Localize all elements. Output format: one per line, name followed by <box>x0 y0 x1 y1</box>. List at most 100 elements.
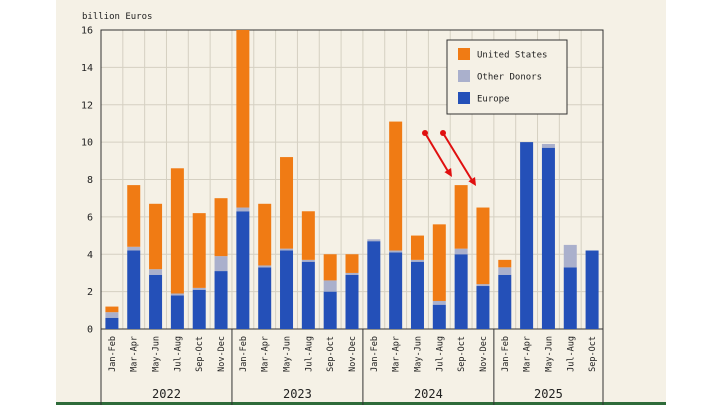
x-tick-label: Jan-Feb <box>370 336 380 372</box>
bar-other-donors <box>410 259 424 262</box>
bar-other-donors <box>258 265 272 268</box>
x-tick-label: Sep-Oct <box>195 336 205 372</box>
y-tick-label: 0 <box>87 325 93 336</box>
x-ticks: Jan-Feb Mar-Apr May-Jun Jul-Aug Sep-Oct Nov-D… <box>108 336 598 372</box>
x-tick-label: Nov-Dec <box>348 336 358 372</box>
legend-swatch <box>458 48 470 60</box>
bar-united-states <box>149 203 163 270</box>
bar-united-states <box>432 224 446 301</box>
bar-other-donors <box>454 248 468 255</box>
bar-europe <box>520 142 534 329</box>
x-tick-label: Nov-Dec <box>479 336 489 372</box>
bar-other-donors <box>170 293 184 296</box>
bar-united-states <box>258 203 272 266</box>
x-tick-label: Jul-Aug <box>566 336 576 372</box>
bar-europe <box>498 274 512 329</box>
y-tick-label: 10 <box>81 138 93 149</box>
legend-swatch <box>458 92 470 104</box>
bar-europe <box>236 211 250 329</box>
y-tick-label: 4 <box>87 250 93 261</box>
bar-united-states <box>192 213 206 288</box>
bar-europe <box>367 241 381 329</box>
bar-other-donors <box>367 239 381 242</box>
arrow-head <box>468 177 476 186</box>
bar-other-donors <box>345 272 359 275</box>
bar-united-states <box>127 185 141 247</box>
bar-other-donors <box>236 207 250 212</box>
bar-europe <box>563 267 577 329</box>
bar-europe <box>585 250 599 329</box>
bar-united-states <box>323 254 337 281</box>
legend-label: Other Donors <box>477 73 542 83</box>
x-tick-label: May-Jun <box>283 336 293 372</box>
bar-other-donors <box>389 250 403 253</box>
bar-united-states <box>410 235 424 260</box>
bar-other-donors <box>563 244 577 268</box>
y-ticks: 0 2 4 6 8 10 12 14 16 <box>81 26 93 336</box>
bar-united-states <box>301 211 315 260</box>
bar-europe <box>258 267 272 329</box>
arrow-shaft <box>424 132 450 174</box>
x-tick-label: Jul-Aug <box>173 336 183 372</box>
y-tick-label: 16 <box>81 26 93 37</box>
bar-europe <box>454 254 468 329</box>
legend-label: United States <box>477 51 547 61</box>
bar-other-donors <box>541 143 555 148</box>
bar-other-donors <box>498 267 512 275</box>
x-tick-label: May-Jun <box>413 336 423 372</box>
arrow-shaft <box>442 132 474 183</box>
bar-united-states <box>454 185 468 249</box>
x-tick-label: Sep-Oct <box>457 336 467 372</box>
bottom-strip <box>56 402 666 405</box>
bar-other-donors <box>214 256 228 272</box>
bar-other-donors <box>192 287 206 290</box>
y-tick-label: 12 <box>81 100 93 111</box>
legend-swatch <box>458 70 470 82</box>
bar-other-donors <box>301 259 315 262</box>
bar-other-donors <box>280 248 294 251</box>
bar-other-donors <box>105 312 119 318</box>
bar-other-donors <box>323 280 337 292</box>
year-label: 2022 <box>152 387 181 401</box>
bar-europe <box>301 261 315 329</box>
year-label: 2025 <box>534 387 563 401</box>
bar-united-states <box>170 168 184 294</box>
bar-other-donors <box>127 246 141 251</box>
bar-europe <box>410 261 424 329</box>
bar-other-donors <box>476 284 490 287</box>
annotation-arrows <box>422 130 476 186</box>
x-tick-label: Jul-Aug <box>304 336 314 372</box>
bar-europe <box>476 286 490 329</box>
year-label: 2023 <box>283 387 312 401</box>
bar-united-states <box>214 198 228 257</box>
bar-europe <box>389 252 403 329</box>
legend-label: Europe <box>477 95 510 105</box>
x-tick-label: Jan-Feb <box>108 336 118 372</box>
y-axis-label: billion Euros <box>82 12 152 22</box>
bar-united-states <box>236 30 250 208</box>
x-tick-label: Nov-Dec <box>217 336 227 372</box>
bar-united-states <box>476 207 490 285</box>
bar-europe <box>541 147 555 329</box>
x-tick-label: May-Jun <box>152 336 162 372</box>
y-tick-label: 2 <box>87 287 93 298</box>
x-tick-label: Mar-Apr <box>392 336 402 372</box>
bar-united-states <box>345 254 359 273</box>
year-labels: 2022 2023 2024 2025 <box>100 329 604 405</box>
year-label: 2024 <box>414 387 443 401</box>
bar-europe <box>280 250 294 329</box>
bar-europe <box>192 289 206 329</box>
bar-united-states <box>105 306 119 313</box>
x-tick-label: Mar-Apr <box>523 336 533 372</box>
x-tick-label: Jul-Aug <box>435 336 445 372</box>
bar-europe <box>345 274 359 329</box>
y-tick-label: 6 <box>87 212 93 223</box>
y-tick-label: 14 <box>81 63 93 74</box>
bar-other-donors <box>432 300 446 305</box>
bar-united-states <box>280 157 294 249</box>
bar-europe <box>170 295 184 329</box>
x-tick-label: Jan-Feb <box>501 336 511 372</box>
x-tick-label: Sep-Oct <box>326 336 336 372</box>
bar-other-donors <box>149 269 163 275</box>
x-tick-label: Jan-Feb <box>239 336 249 372</box>
